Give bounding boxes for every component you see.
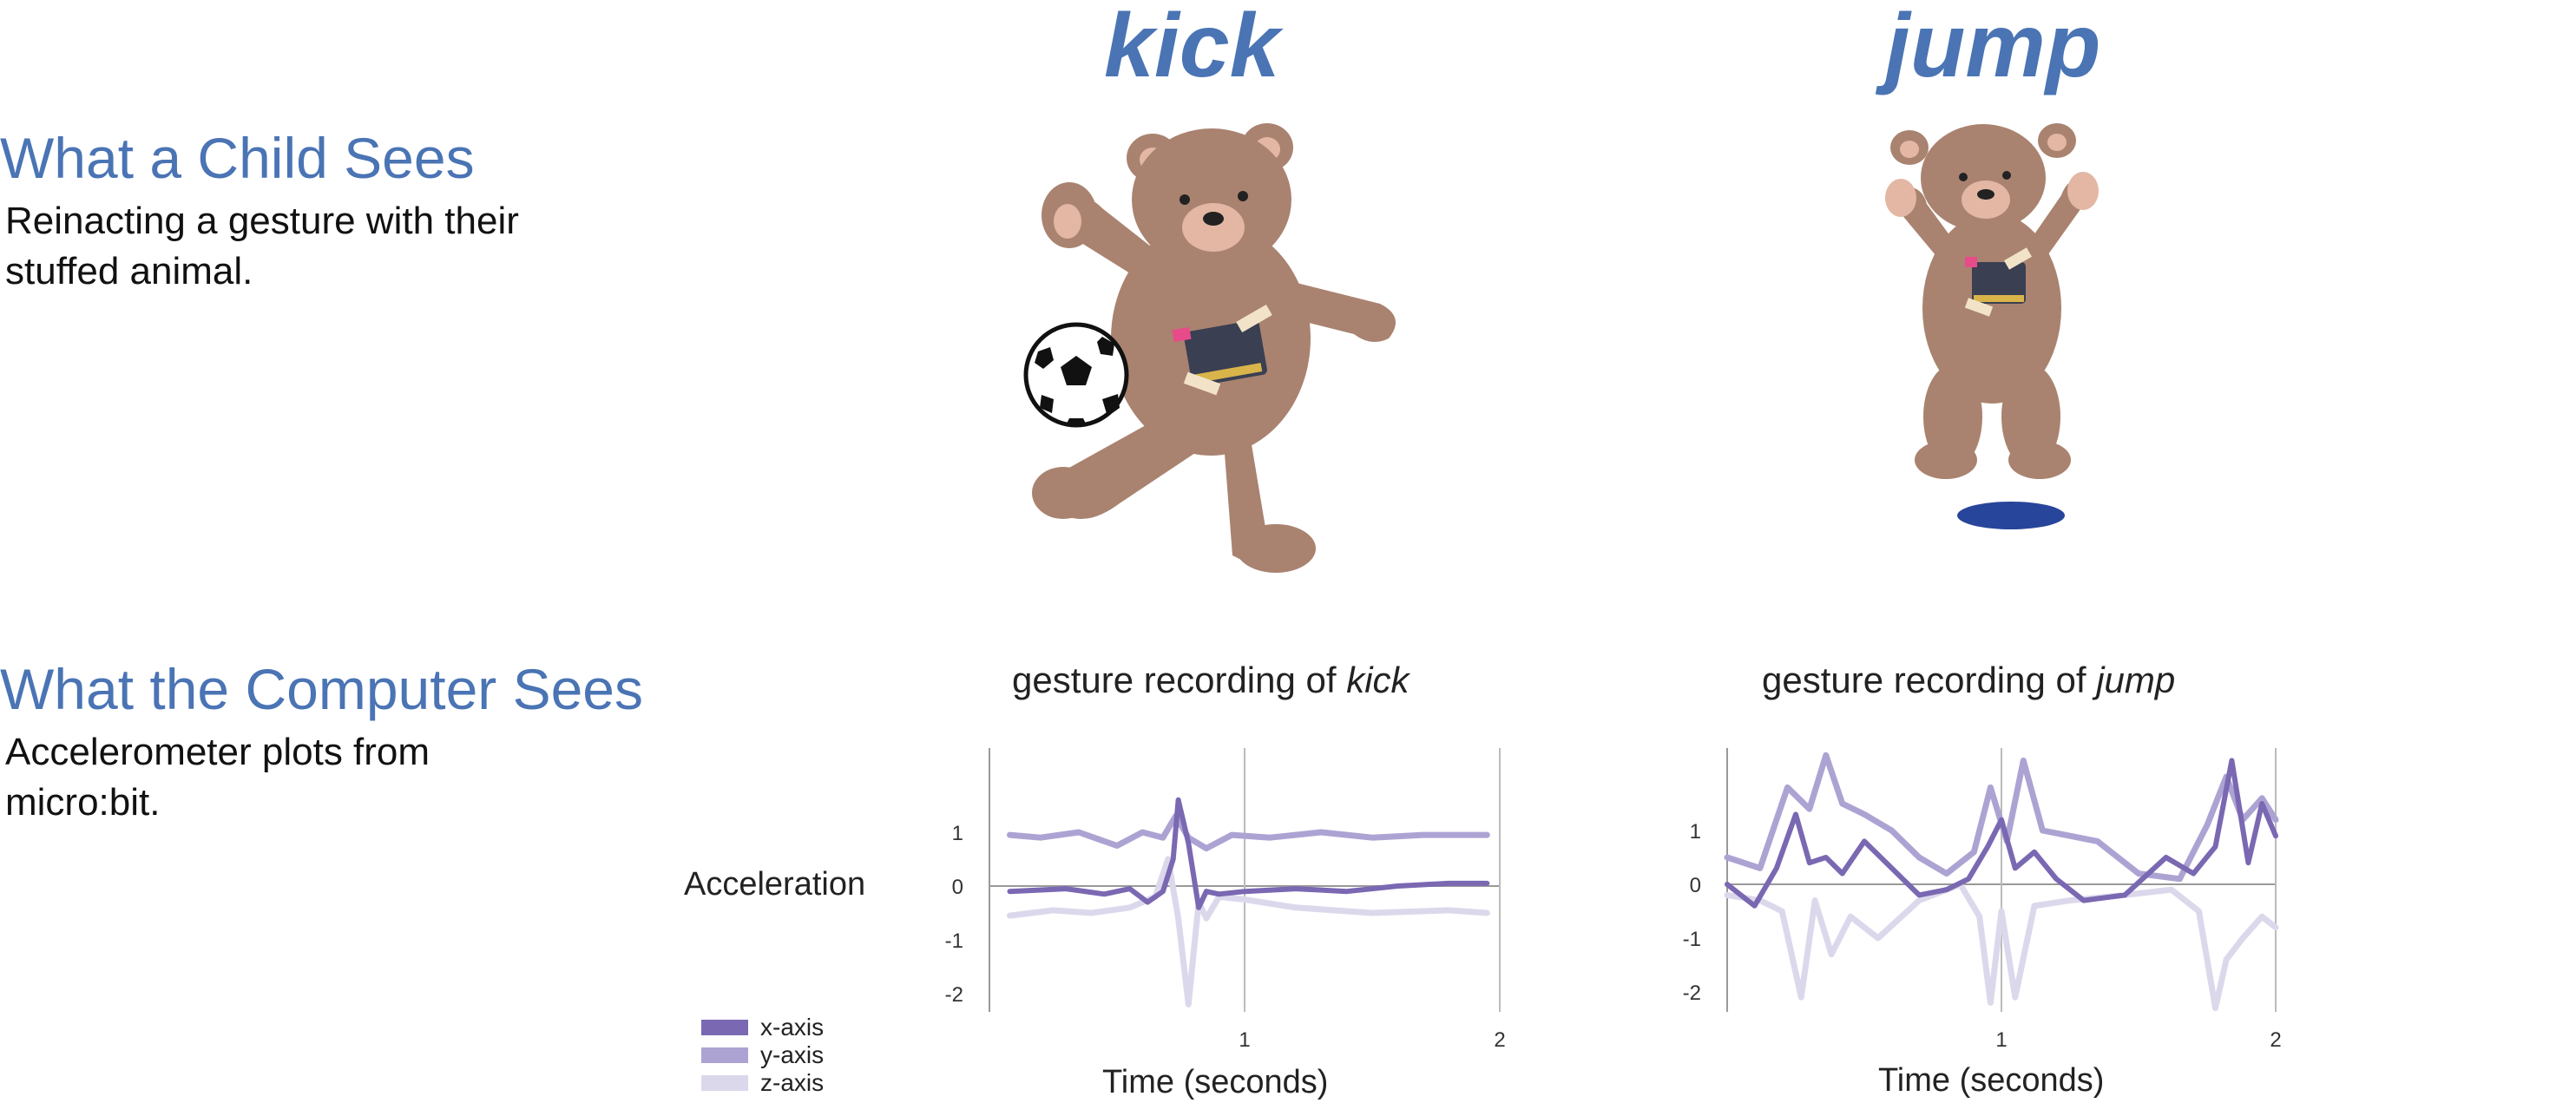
y-tick-label-kick: -1 (945, 929, 963, 953)
y-axis-label: Acceleration (684, 866, 866, 903)
y-tick-label-jump: 1 (1690, 820, 1701, 844)
chart-title-kick-word: kick (1346, 660, 1410, 700)
legend-label-z: z-axis (760, 1069, 825, 1096)
soccer-ball (1023, 322, 1129, 428)
series-line-x-axis-jump (1725, 758, 2278, 909)
child-heading: What a Child Sees (0, 126, 475, 190)
computer-heading: What the Computer Sees (0, 657, 644, 721)
legend: x-axis y-axis z-axis (701, 1014, 824, 1097)
series-line-z-axis-kick (1007, 856, 1490, 1008)
x-axis-label-jump: Time (seconds) (1878, 1062, 2105, 1099)
kick-bear-head (1132, 128, 1291, 271)
y-tick-label-kick: -2 (945, 983, 963, 1007)
legend-item-z: z-axis (701, 1069, 824, 1097)
kick-bear-illustration (1023, 123, 1396, 573)
legend-swatch-y (701, 1047, 748, 1063)
jump-bear-illustration (1885, 123, 2099, 479)
chart-title-jump-word: jump (2096, 660, 2176, 700)
legend-label-y: y-axis (760, 1041, 825, 1068)
y-tick-label-kick: 1 (952, 822, 963, 845)
jump-bear-head (1921, 124, 2046, 232)
kick-bear-right-arm (1267, 278, 1396, 342)
jump-microbit (1972, 262, 2026, 304)
series-line-x-axis-kick (1007, 797, 1490, 910)
legend-swatch-z (701, 1075, 748, 1091)
x-axis-label-kick: Time (seconds) (1102, 1064, 1329, 1100)
child-description: Reinacting a gesture with their stuffed … (5, 200, 519, 292)
y-tick-label-kick: 0 (952, 876, 963, 899)
y-tick-label-jump: 0 (1690, 874, 1701, 897)
jump-shadow (1957, 502, 2065, 529)
computer-description: Accelerometer plots from micro:bit. (5, 731, 430, 824)
x-tick-label-kick: 2 (1494, 1028, 1505, 1052)
x-tick-label-kick: 1 (1239, 1028, 1250, 1052)
x-tick-label-jump: 2 (2270, 1028, 2281, 1052)
series-line-z-axis-jump (1724, 881, 2279, 1012)
legend-item-y: y-axis (701, 1041, 824, 1069)
kick-bear-foot (1032, 467, 1094, 519)
legend-swatch-x (701, 1020, 748, 1035)
legend-item-x: x-axis (701, 1014, 824, 1041)
chart-title-jump: gesture recording of jump (1762, 660, 2176, 700)
series-line-y-axis-jump (1724, 752, 2279, 883)
gesture-word-kick: kick (1104, 0, 1280, 96)
y-tick-label-jump: -2 (1683, 982, 1701, 1005)
y-tick-label-jump: -1 (1683, 928, 1701, 951)
legend-label-x: x-axis (760, 1014, 825, 1041)
chart-title-kick: gesture recording of kick (1012, 660, 1410, 700)
x-tick-label-jump: 1 (1995, 1028, 2007, 1052)
gesture-word-jump: jump (1885, 0, 2101, 96)
series-line-y-axis-kick (1007, 812, 1490, 852)
